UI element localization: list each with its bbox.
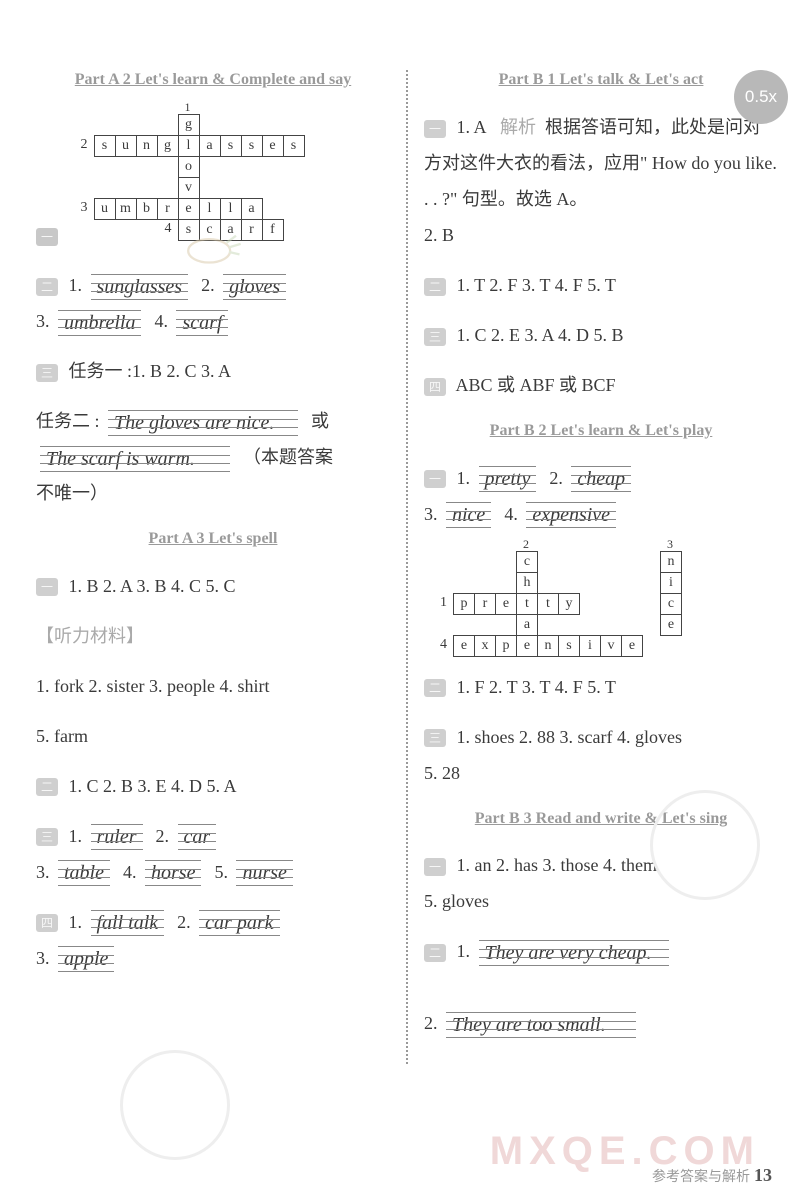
- column-divider: [406, 70, 408, 1064]
- a2-ex2: 二 1. sunglasses 2. gloves 3. umbrella 4.…: [36, 267, 390, 339]
- badge-a3-3: 三: [36, 828, 58, 846]
- stamp-2: [650, 790, 760, 900]
- a2-task2: 任务二 : The gloves are nice. 或 The scarf i…: [36, 403, 390, 511]
- listening-1: 1. fork 2. sister 3. people 4. shirt: [36, 668, 390, 704]
- a3-ex4: 四 1. fall talk 2. car park 3. apple: [36, 904, 390, 976]
- badge-b1-4: 四: [424, 378, 446, 396]
- b3-ex2: 二 1. They are very cheap. 2. They are to…: [424, 933, 778, 1041]
- badge-b1-3: 三: [424, 328, 446, 346]
- title-a3: Part A 3 Let's spell: [36, 525, 390, 554]
- badge-b1-1: 一: [424, 120, 446, 138]
- listening-label: 【听力材料】: [36, 618, 390, 654]
- title-b2: Part B 2 Let's learn & Let's play: [424, 417, 778, 446]
- title-b1: Part B 1 Let's talk & Let's act: [424, 66, 778, 95]
- badge-a3-1: 一: [36, 578, 58, 596]
- title-a2: Part A 2 Let's learn & Complete and say: [36, 66, 390, 95]
- badge-1: 一: [36, 228, 58, 246]
- b1-ex4: 四 ABC 或 ABF 或 BCF: [424, 367, 778, 403]
- b1-ex3: 三 1. C 2. E 3. A 4. D 5. B: [424, 317, 778, 353]
- zoom-badge: 0.5x: [734, 70, 788, 124]
- b2-ex3: 三 1. shoes 2. 88 3. scarf 4. gloves 5. 2…: [424, 719, 778, 791]
- a2-task1: 三 任务一 :1. B 2. C 3. A: [36, 353, 390, 389]
- badge-b2-2: 二: [424, 679, 446, 697]
- badge-b2-3: 三: [424, 729, 446, 747]
- badge-b3-2: 二: [424, 944, 446, 962]
- b1-ex1: 一 1. A 解析 根据答语可知，此处是问对方对这件大衣的看法，应用" How …: [424, 109, 778, 253]
- badge-2: 二: [36, 278, 58, 296]
- b2-ex2: 二 1. F 2. T 3. T 4. F 5. T: [424, 669, 778, 705]
- badge-b3-1: 一: [424, 858, 446, 876]
- badge-3: 三: [36, 364, 58, 382]
- badge-a3-4: 四: [36, 914, 58, 932]
- a3-ex1: 一 1. B 2. A 3. B 4. C 5. C: [36, 568, 390, 604]
- badge-b2-1: 一: [424, 470, 446, 488]
- a3-ex3: 三 1. ruler 2. car 3. table 4. horse 5. n…: [36, 818, 390, 890]
- listening-2: 5. farm: [36, 718, 390, 754]
- page-content: Part A 2 Let's learn & Complete and say …: [0, 0, 800, 1204]
- carrot-watermark: [180, 220, 250, 270]
- stamp-1: [120, 1050, 230, 1160]
- page-footer: 参考答案与解析13: [652, 1165, 772, 1186]
- cw2-grid: 2c 3n h i 1p retty c a e 4e xpensive: [454, 552, 682, 657]
- badge-b1-2: 二: [424, 278, 446, 296]
- badge-a3-2: 二: [36, 778, 58, 796]
- b2-ex1: 一 1. pretty 2. cheap 3. nice 4. expensiv…: [424, 460, 778, 532]
- a3-ex2: 二 1. C 2. B 3. E 4. D 5. A: [36, 768, 390, 804]
- right-column: Part B 1 Let's talk & Let's act 一 1. A 解…: [424, 60, 778, 1164]
- b1-ex2: 二 1. T 2. F 3. T 4. F 5. T: [424, 267, 778, 303]
